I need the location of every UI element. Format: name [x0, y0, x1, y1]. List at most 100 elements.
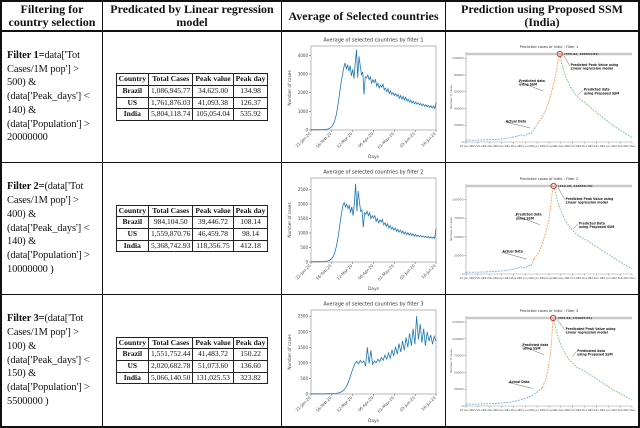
avg-chart-cell-2: Average of selected countries by filter …: [282, 163, 446, 295]
svg-text:Number of cases: Number of cases: [287, 202, 292, 237]
svg-text:16-Jul-20: 16-Jul-20: [420, 262, 437, 279]
svg-text:Average of selected countries: Average of selected countries by filter …: [323, 301, 423, 307]
col-header: Country: [115, 336, 150, 350]
table-cell: 105,054.04: [192, 108, 234, 121]
table-cell: 5,066,140.50: [148, 371, 194, 385]
table-cell: 131,025.53: [192, 371, 234, 385]
col-header: Total Cases: [148, 73, 194, 86]
table-cell: 118,356.75: [192, 239, 234, 253]
ssm-chart-filter-3: Predicted cases of India : Filter 3 Numbe…: [446, 295, 638, 426]
table-cell: Brazil: [115, 348, 150, 362]
table-cell: 1,086,945.77: [148, 84, 194, 98]
ssm-chart-cell-2: Predicted cases of India : Filter 2 Numbe…: [446, 163, 638, 295]
svg-text:Linear regression model: Linear regression model: [566, 330, 608, 334]
svg-text:12-Mar-20: 12-Mar-20: [335, 262, 353, 280]
svg-text:Number of cases: Number of cases: [287, 70, 292, 105]
svg-text:01-May-20: 01-May-20: [376, 394, 395, 413]
svg-text:using Proposed SSM: using Proposed SSM: [579, 225, 614, 229]
table-cell: 126.37: [232, 96, 269, 110]
svg-text:16-Jul-20: 16-Jul-20: [420, 131, 437, 148]
table-cell: 41,093.38: [192, 96, 234, 110]
col-header: Peak value: [192, 204, 234, 218]
svg-text:75000: 75000: [454, 353, 464, 357]
svg-text:05-Jun-20: 05-Jun-20: [398, 394, 416, 412]
svg-text:75000: 75000: [454, 216, 464, 220]
avg-chart-cell-1: Average of selected countries by filter …: [282, 32, 446, 163]
table-cell: 51,073.60: [192, 360, 234, 373]
svg-text:22-Jul-20: 22-Jul-20: [531, 408, 543, 412]
header-prediction-label: Prediction using Proposed SSM (India): [461, 2, 623, 29]
svg-text:22-Mar-21: 22-Mar-21: [625, 408, 636, 412]
svg-text:22-Jan-20: 22-Jan-20: [294, 394, 312, 412]
svg-text:22-Oct-20: 22-Oct-20: [566, 144, 579, 148]
filter-cell-3: Filter 3=(data['Tot Cases/1M pop'] > 100…: [2, 295, 103, 426]
svg-text:Actual Data: Actual Data: [509, 379, 529, 383]
svg-text:50000: 50000: [454, 234, 464, 238]
table-cell: Brazil: [115, 84, 150, 98]
table-cell: 108.14: [232, 216, 269, 230]
filter-body-2: (data['Tot Cases/1M pop'] > 400) & (data…: [7, 181, 90, 275]
header-filtering: Filtering for country selection: [2, 2, 103, 32]
svg-text:using Proposed SSM: using Proposed SSM: [577, 352, 612, 356]
svg-text:1000: 1000: [297, 360, 308, 365]
ssm-chart-cell-3: Predicted cases of India : Filter 3 Numbe…: [446, 295, 638, 426]
ssm-chart-filter-1: Predicted cases of India : Filter 1 Numbe…: [446, 32, 638, 162]
svg-text:0: 0: [462, 272, 464, 276]
svg-text:22-Feb-21: 22-Feb-21: [614, 144, 627, 148]
svg-text:12-Mar-20: 12-Mar-20: [335, 131, 353, 149]
filter-text-1: Filter 1=data['Tot Cases/1M pop'] > 500)…: [7, 49, 100, 145]
svg-text:22-May-20: 22-May-20: [507, 144, 521, 148]
col-header: Total Cases: [148, 336, 194, 350]
svg-text:22-Jan-20: 22-Jan-20: [460, 276, 473, 280]
svg-text:100000: 100000: [452, 197, 464, 201]
table-cell: 46,459.78: [192, 228, 234, 241]
header-filtering-label: Filtering for country selection: [8, 2, 96, 29]
table-cell: 98.14: [232, 228, 269, 241]
svg-text:2500: 2500: [297, 187, 308, 192]
svg-text:1500: 1500: [297, 344, 308, 349]
table-cell: 1,761,876.03: [148, 96, 194, 110]
svg-text:22-Mar-20: 22-Mar-20: [483, 276, 497, 280]
svg-text:22-Feb-20: 22-Feb-20: [471, 276, 484, 280]
svg-text:22-Jan-20: 22-Jan-20: [294, 131, 312, 149]
svg-text:Predicated Peak Value using: Predicated Peak Value using: [566, 327, 616, 331]
svg-text:22-Dec-20: 22-Dec-20: [590, 276, 604, 280]
filter-label-3: Filter 3=: [7, 313, 45, 325]
svg-text:22-Dec-20: 22-Dec-20: [590, 408, 604, 412]
svg-text:using SSM: using SSM: [522, 346, 540, 350]
svg-text:100000: 100000: [452, 336, 464, 340]
svg-text:0: 0: [305, 259, 308, 264]
table-cell: 5,804,118.74: [148, 108, 194, 121]
svg-text:4000: 4000: [297, 53, 308, 58]
svg-text:1000: 1000: [297, 230, 308, 235]
svg-text:22-Aug-20: 22-Aug-20: [542, 408, 556, 412]
svg-text:Predicted Peak Value using: Predicted Peak Value using: [566, 196, 614, 200]
svg-text:(323.82, 131025.53): (323.82, 131025.53): [558, 316, 593, 320]
svg-text:Predicated data: Predicated data: [577, 349, 605, 353]
svg-text:60000: 60000: [454, 90, 464, 94]
svg-text:Predicted data: Predicted data: [584, 88, 610, 92]
header-regression-label: Predicated by Linear regression model: [110, 2, 274, 29]
svg-text:25000: 25000: [454, 253, 464, 257]
svg-text:22-Dec-20: 22-Dec-20: [590, 144, 604, 148]
svg-text:(535.92, 105054.04): (535.92, 105054.04): [564, 52, 599, 56]
svg-text:01-May-20: 01-May-20: [376, 262, 395, 281]
svg-text:Number of cases: Number of cases: [449, 348, 453, 372]
svg-text:50000: 50000: [454, 370, 464, 374]
svg-text:100000: 100000: [452, 56, 464, 60]
table-cell: India: [115, 239, 150, 253]
regression-cell-2: Country Total Cases Peak value Peak day …: [103, 163, 282, 295]
svg-text:22-May-20: 22-May-20: [507, 276, 521, 280]
table-row: Brazil 1,086,945.77 34,625.00 134.98: [115, 84, 269, 98]
col-header: Country: [115, 73, 150, 86]
svg-text:20000: 20000: [454, 123, 464, 127]
svg-text:22-Feb-21: 22-Feb-21: [614, 276, 627, 280]
avg-chart-filter-1: Average of selected countries by filter …: [282, 32, 445, 162]
svg-text:2500: 2500: [297, 313, 308, 318]
svg-text:125000: 125000: [452, 320, 464, 324]
svg-text:Number of cases: Number of cases: [449, 216, 453, 240]
svg-text:22-Nov-20: 22-Nov-20: [578, 144, 592, 148]
table-row: Brazil 1,551,752.44 41,483.72 150.22: [115, 348, 269, 362]
svg-text:01-May-20: 01-May-20: [376, 131, 395, 150]
svg-text:Number of cases: Number of cases: [449, 85, 453, 109]
